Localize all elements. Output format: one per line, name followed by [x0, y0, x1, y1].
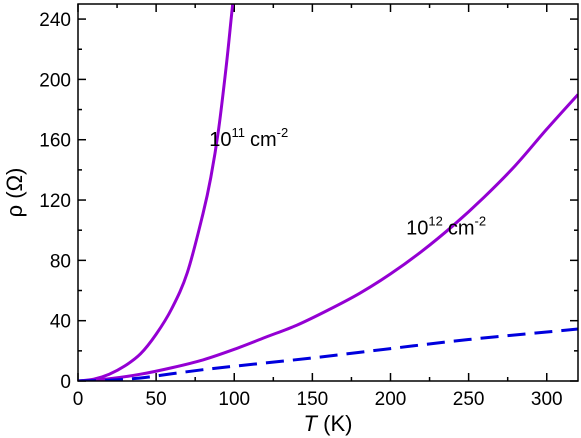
curve-annotations: 1011 cm-2 1012 cm-2: [209, 125, 486, 240]
series-line-1: [78, 4, 235, 381]
y-tick-label: 240: [39, 10, 71, 31]
x-tick-label: 100: [218, 389, 250, 410]
tick-labels: 0 50 100 150 200 250 300 0 40 80 120 160 200 240: [39, 10, 562, 410]
plot-frame: [77, 3, 579, 382]
x-tick-label: 50: [146, 389, 167, 410]
x-tick-label: 150: [297, 389, 329, 410]
y-tick-label: 80: [50, 251, 71, 272]
axis-ticks: [77, 4, 578, 382]
series-line-2: [78, 93, 578, 381]
series-layer: [78, 4, 578, 381]
annotation-density-1: 1011 cm-2: [209, 125, 288, 151]
x-tick-label: 0: [73, 389, 84, 410]
y-tick-label: 200: [39, 70, 71, 91]
x-tick-label: 200: [375, 389, 407, 410]
y-axis-label: ρ (Ω): [2, 168, 27, 218]
y-tick-label: 40: [50, 312, 71, 333]
y-tick-label: 0: [60, 372, 71, 393]
y-tick-label: 120: [39, 191, 71, 212]
series-line-3: [78, 327, 578, 381]
x-tick-label: 250: [453, 389, 485, 410]
x-axis-symbol: T: [304, 411, 319, 436]
x-axis-unit: (K): [323, 411, 352, 436]
x-tick-label: 300: [531, 389, 563, 410]
annotation-density-2: 1012 cm-2: [406, 214, 486, 240]
y-tick-label: 160: [39, 131, 71, 152]
x-axis-label: T (K): [304, 411, 353, 436]
